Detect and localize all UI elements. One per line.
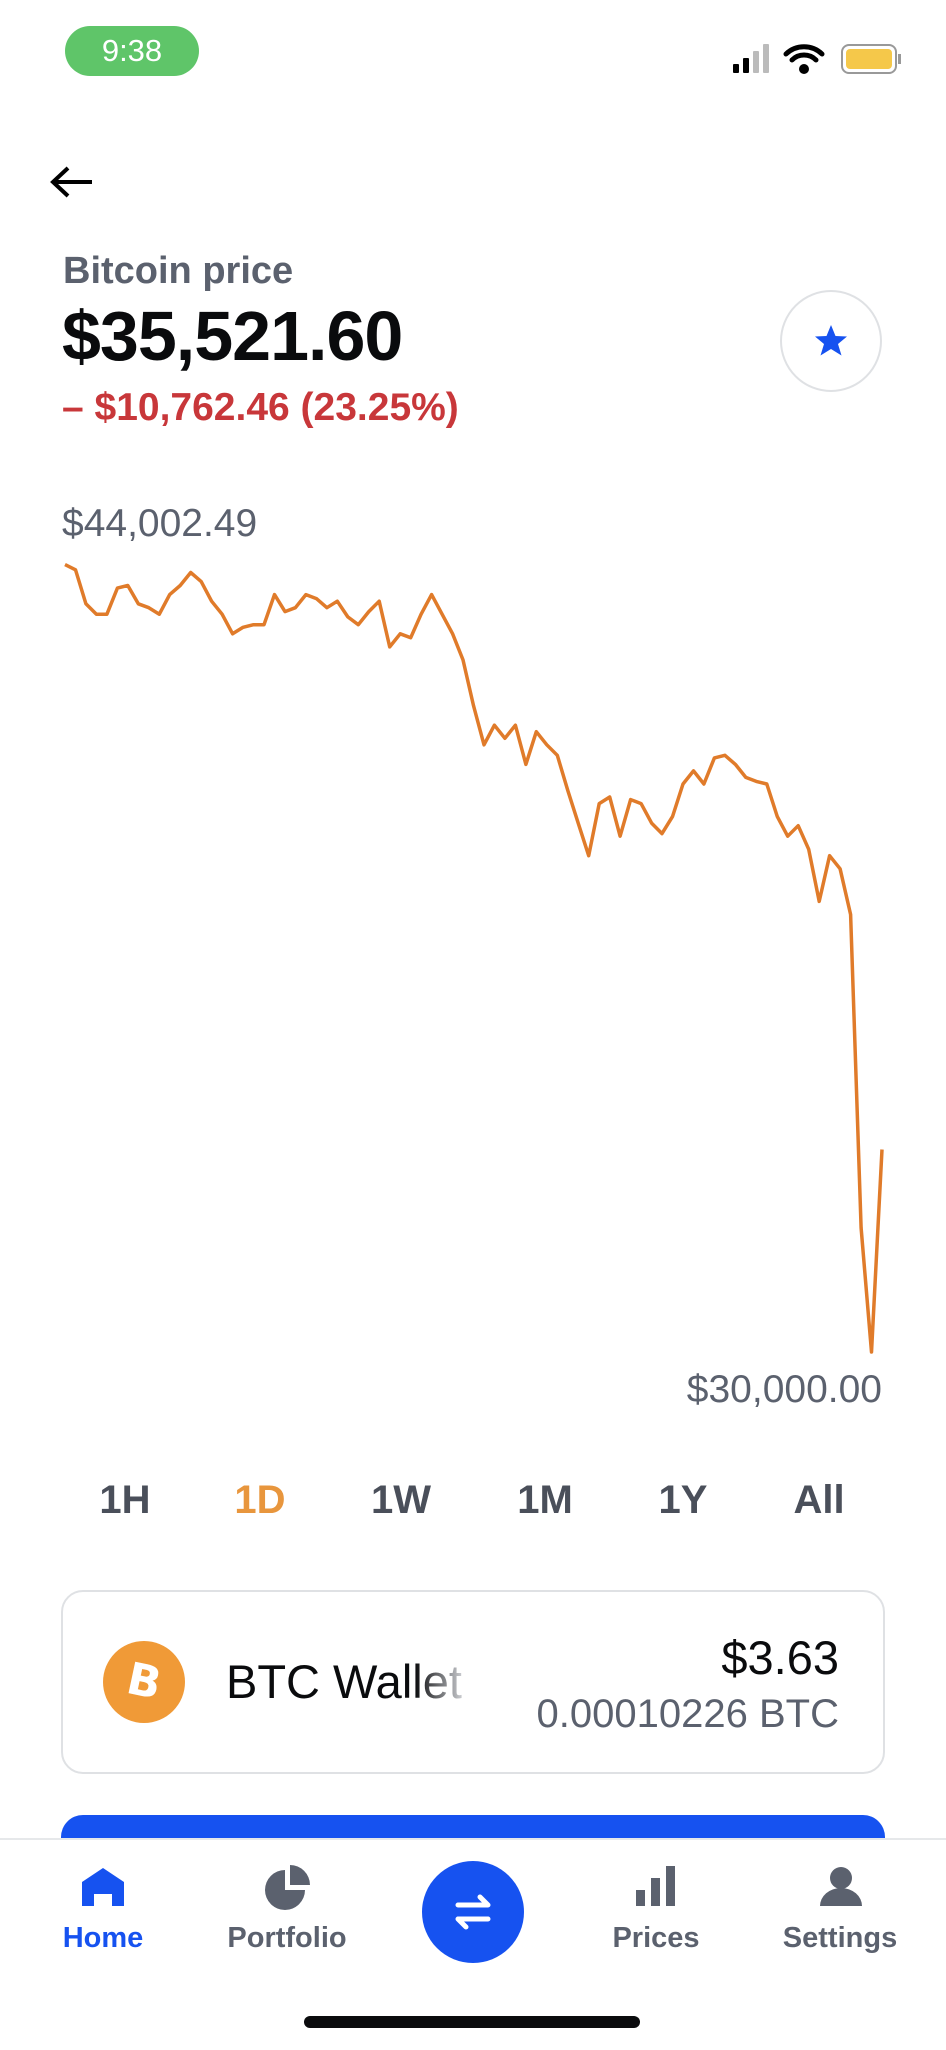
time-range-tab[interactable]: 1H	[99, 1478, 151, 1522]
price-line	[64, 563, 884, 1354]
wallet-fiat-balance: $3.63	[721, 1631, 839, 1684]
home-indicator	[304, 2016, 640, 2028]
asset-title: Bitcoin price	[63, 250, 294, 292]
nav-item[interactable]: Prices	[612, 1922, 700, 1954]
wallet-name: BTC Wallet	[226, 1655, 462, 1708]
wallet-crypto-balance: 0.00010226 BTC	[536, 1692, 839, 1736]
time-range-tab[interactable]: All	[793, 1478, 845, 1522]
nav-item[interactable]: Portfolio	[227, 1922, 347, 1954]
time-range-tab[interactable]: 1M	[517, 1478, 573, 1522]
asset-price: $35,521.60	[62, 297, 403, 375]
y-tick-label: $30,000.00	[687, 1368, 882, 1411]
nav-item[interactable]: Home	[62, 1922, 144, 1954]
y-tick-label: $44,002.49	[62, 502, 257, 545]
time-range-tab[interactable]: 1W	[371, 1478, 431, 1522]
time-range-tab[interactable]: 1Y	[658, 1478, 708, 1522]
time-range-tab[interactable]: 1D	[234, 1478, 286, 1522]
nav-item[interactable]: Settings	[782, 1922, 898, 1954]
watchlist-button[interactable]	[780, 290, 882, 392]
back-button[interactable]	[48, 164, 96, 200]
price-chart: $44,002.49 $30,000.00	[62, 502, 884, 1411]
status-icons	[733, 44, 901, 74]
star-icon	[815, 325, 847, 356]
wallet-card[interactable]	[61, 1590, 885, 1774]
price-change: – $10,762.46 (23.25%)	[62, 386, 459, 429]
nav-icons	[82, 1861, 862, 1963]
btc-icon: B	[103, 1641, 185, 1723]
status-time: 9:38	[65, 26, 199, 76]
